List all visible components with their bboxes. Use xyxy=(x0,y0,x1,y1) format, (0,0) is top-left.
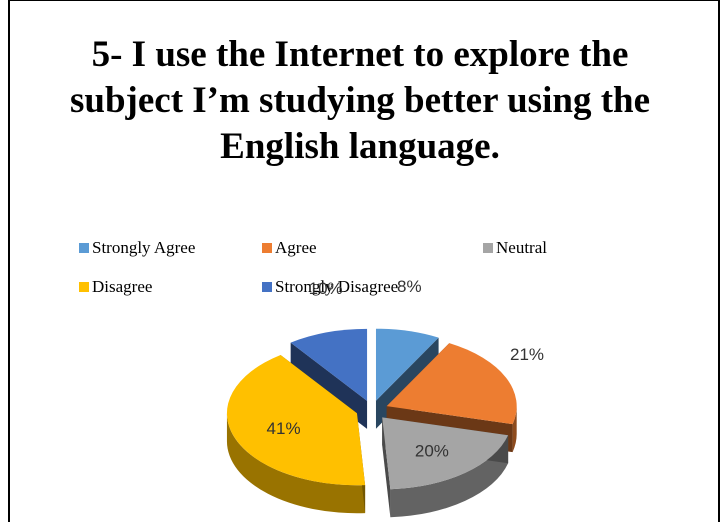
slice-top xyxy=(375,328,439,401)
slice-top xyxy=(226,355,366,486)
data-label-neutral: 20% xyxy=(415,442,449,461)
slice-wall xyxy=(382,417,391,518)
data-label-agree: 21% xyxy=(510,345,544,364)
data-label-strongly-disagree: 10% xyxy=(309,279,343,298)
slice-disagree xyxy=(226,355,366,514)
slice-side xyxy=(512,406,517,453)
slice-top xyxy=(382,417,509,490)
slide-frame xyxy=(8,0,720,522)
slice-side xyxy=(226,413,366,514)
data-label-disagree: 41% xyxy=(267,419,301,438)
slice-top xyxy=(386,343,517,425)
data-label-strongly-agree: 8% xyxy=(397,277,422,296)
slice-side xyxy=(390,435,509,518)
slice-top xyxy=(290,328,368,401)
slice-neutral xyxy=(382,417,509,518)
chart-title: 5- I use the Internet to explore the sub… xyxy=(69,34,651,167)
